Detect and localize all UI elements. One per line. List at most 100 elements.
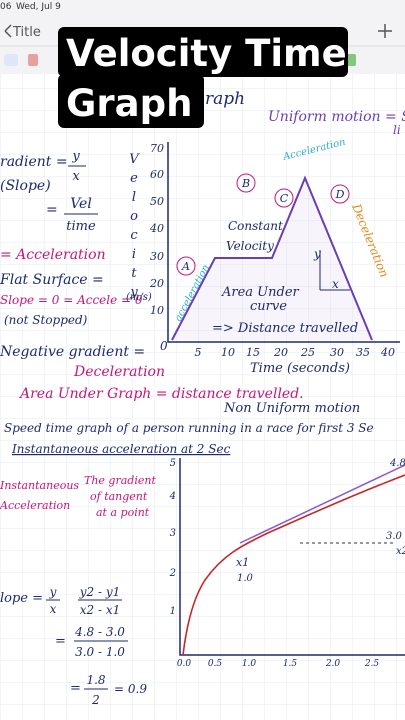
label: Velocity [226, 239, 274, 253]
y-tick-label: 70 [150, 142, 164, 155]
point-label: B [241, 177, 250, 190]
y-tick-label: 40 [149, 222, 164, 235]
label: => Distance travelled [212, 321, 358, 336]
note-title[interactable]: Title [12, 25, 41, 40]
note: Vel [70, 196, 92, 212]
pen-tool[interactable] [4, 54, 18, 66]
x-tick-label: 5 [195, 346, 202, 359]
notes: Speed time graph of a person running in … [0, 421, 374, 519]
back-button[interactable] [4, 24, 12, 38]
formula-text: 3.0 - 1.0 [75, 645, 125, 659]
tangent [239, 464, 405, 544]
note: Non Uniform motion [223, 401, 360, 416]
x-tick-label: 0.5 [208, 659, 223, 669]
note: Uniform motion = S [268, 109, 405, 125]
eraser-tool[interactable] [28, 54, 38, 66]
note: Instantaneous acceleration at 2 Sec [11, 442, 231, 456]
origin-label: 0 [160, 339, 168, 353]
point-label: A [181, 260, 190, 273]
y-tick-label: 3 [170, 528, 176, 539]
add-button[interactable] [378, 24, 392, 38]
x-tick-label: 1.0 [242, 659, 257, 669]
note: = Acceleration [0, 247, 106, 263]
status-time: 06 [0, 2, 12, 12]
y-tick-label: 60 [150, 168, 164, 181]
note: Area Under Graph = distance travelled. [18, 386, 304, 402]
y-axis-unit: (m/s) [126, 292, 152, 303]
y-tick-label: 20 [149, 277, 164, 290]
note: (Slope) [0, 178, 51, 194]
label: x [332, 277, 339, 291]
formula-text: lope = [0, 591, 43, 606]
notes: Uniform motion = S li radient = y x (Slo… [0, 109, 405, 416]
note: x [72, 169, 80, 184]
label: Area Under [221, 285, 300, 300]
formula-text: = [70, 681, 81, 696]
value-label: 1.0 [237, 573, 254, 584]
x-tick-label: 2.5 [364, 659, 380, 669]
note: The gradient [84, 474, 156, 487]
formula-text: y [49, 585, 57, 599]
point-circle [236, 173, 256, 193]
note: of tangent [90, 490, 148, 503]
formula-text: y2 - y1 [79, 585, 121, 599]
note: li [393, 123, 401, 137]
note: Instantaneous [0, 479, 79, 492]
note: Deceleration [73, 364, 165, 380]
x-tick-label: 30 [330, 346, 344, 359]
note: = [46, 202, 58, 218]
y-tick-label: 4 [169, 491, 176, 502]
note: Negative gradient = [0, 344, 145, 360]
point-label: D [335, 188, 345, 201]
x-tick-label: 2.0 [325, 659, 341, 669]
y-tick-label: 2 [169, 568, 176, 579]
note: y [71, 149, 80, 164]
value-label: x1 [236, 556, 249, 569]
speed-time-graph: 4.8 3.0 x2 x1 1.0 5 4 3 2 1 0.0 0.5 1.0 1.5 2.0 2.… [169, 458, 405, 669]
point-label: C [280, 192, 289, 205]
x-tick-label: 25 [300, 346, 315, 359]
point-circle [176, 256, 196, 276]
formula: lope = y x = 0.9 y2 - y1 x2 - x1 = 4.8 -… [0, 585, 147, 707]
area-under [172, 178, 372, 340]
note: Speed time graph of a person running in … [4, 421, 374, 435]
overlay-title: Velocity Time [66, 32, 347, 75]
speed-curve [182, 474, 405, 656]
note: (not Stopped) [4, 313, 88, 327]
y-axis-label: Velocity [127, 152, 142, 304]
x-tick-label: 20 [273, 346, 288, 359]
overlay-box [58, 74, 204, 128]
point-circle [330, 184, 350, 204]
value-label: x2 [396, 546, 405, 557]
formula-text: = 0.9 [114, 682, 147, 696]
x-tick-label: 35 [356, 346, 370, 359]
point-circle [274, 188, 294, 208]
x-tick-label: 1.5 [283, 659, 298, 669]
label: y [313, 247, 321, 261]
formula-text: x2 - x1 [80, 603, 121, 617]
y-tick-label: 10 [150, 304, 164, 317]
formula-text: 1.8 [86, 673, 105, 687]
note: radient = [0, 154, 68, 170]
formula-text: 2 [91, 693, 100, 707]
paper [0, 74, 405, 720]
x-tick-label: 10 [221, 346, 235, 359]
value-label: 4.8 [389, 458, 405, 469]
formula-text: = [55, 634, 66, 649]
y-tick-label: 1 [170, 606, 176, 617]
formula-text: x [50, 602, 57, 616]
motion-line [171, 175, 373, 341]
overlay-box [58, 27, 348, 77]
note: at a point [96, 506, 150, 519]
x-tick-label: 15 [246, 346, 260, 359]
highlighter-tool[interactable] [346, 54, 356, 66]
note: time [66, 219, 96, 234]
overlay-title: Graph [66, 82, 192, 125]
label: curve [250, 299, 287, 314]
note: Flat Surface = [0, 272, 104, 288]
note: Slope = 0 = Accele = 0 [0, 293, 143, 307]
status-date: Wed, Jul 9 [16, 2, 61, 12]
y-tick-label: 5 [170, 458, 176, 469]
